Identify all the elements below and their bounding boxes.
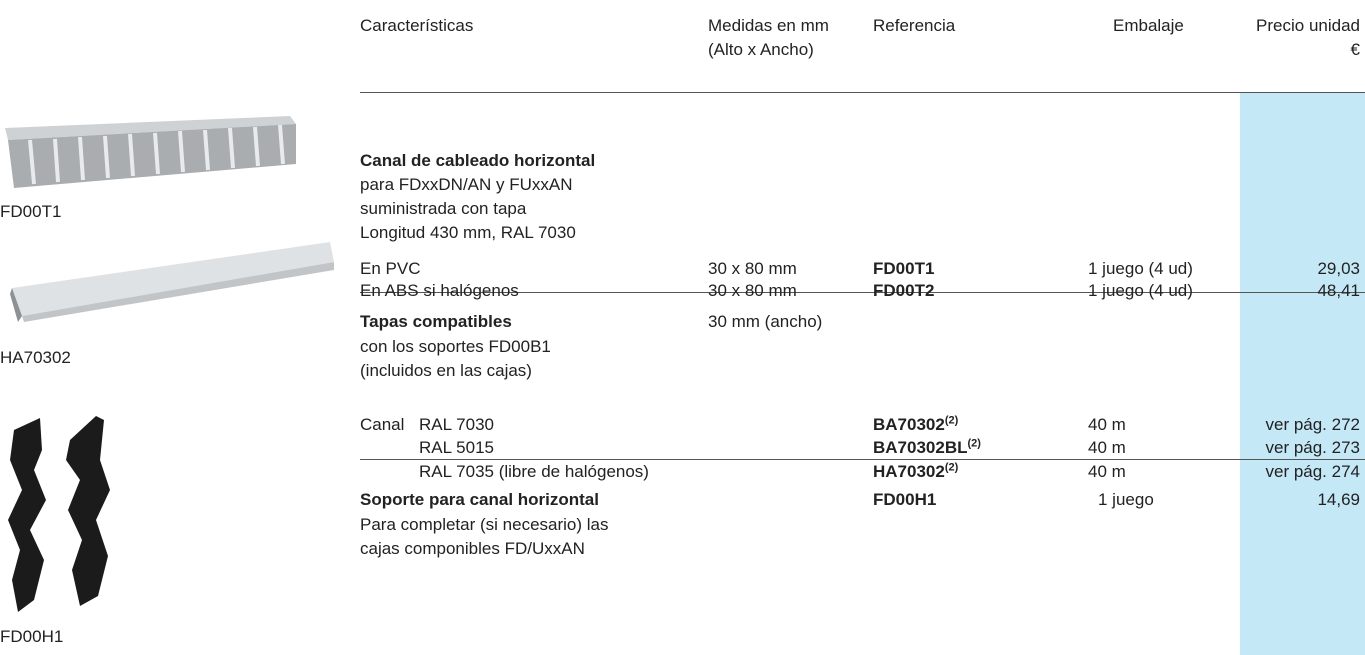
- row-pack: 1 juego: [1098, 490, 1154, 509]
- bracket-image: [8, 416, 110, 612]
- row-pack: 1 juego (4 ud): [1088, 259, 1193, 278]
- row-size: 30 x 80 mm: [708, 281, 797, 300]
- row-price: ver pág. 272: [1265, 415, 1360, 434]
- header-label: Referencia: [873, 16, 956, 35]
- header-label: Embalaje: [1113, 16, 1184, 35]
- section-size: 30 mm (ancho): [708, 312, 823, 331]
- row-pack: 40 m: [1088, 462, 1126, 481]
- footnote-mark: (2): [967, 437, 981, 450]
- footnote-mark: (2): [944, 461, 959, 474]
- price-column: [1240, 92, 1365, 655]
- row-ref: BA70302BL(2): [873, 437, 981, 457]
- section-line: suministrada con tapa: [360, 199, 527, 218]
- row-desc: En PVC: [360, 259, 421, 278]
- footnote-mark: (2): [944, 414, 959, 427]
- header-label: Precio unidad: [1256, 16, 1360, 35]
- header-label: Medidas en mm: [708, 16, 829, 35]
- row-price: ver pág. 274: [1265, 462, 1360, 481]
- image-label: FD00H1: [0, 627, 64, 646]
- row-ref: FD00T2: [873, 281, 935, 300]
- row-ref: BA70302(2): [873, 414, 959, 434]
- section-line: Longitud 430 mm, RAL 7030: [360, 223, 576, 242]
- row-desc: RAL 7035 (libre de halógenos): [419, 462, 649, 481]
- section-title: Soporte para canal horizontal: [360, 490, 599, 509]
- duct-image: [5, 116, 296, 188]
- cover-image: [10, 242, 334, 322]
- header-label: Características: [360, 16, 474, 35]
- row-pack: 1 juego (4 ud): [1088, 281, 1193, 300]
- row-size: 30 x 80 mm: [708, 259, 797, 278]
- header-label: (Alto x Ancho): [708, 40, 814, 59]
- image-label: HA70302: [0, 348, 71, 367]
- row-price: ver pág. 273: [1265, 438, 1360, 457]
- section-line: (incluidos en las cajas): [360, 361, 532, 380]
- row-ref: FD00H1: [873, 490, 937, 509]
- header-label: €: [1350, 40, 1360, 59]
- row-pack: 40 m: [1088, 415, 1126, 434]
- section-line: Para completar (si necesario) las: [360, 515, 609, 534]
- row-ref: HA70302(2): [873, 461, 959, 481]
- row-price: 29,03: [1317, 259, 1360, 278]
- row-pack: 40 m: [1088, 438, 1126, 457]
- row-price: 48,41: [1317, 281, 1360, 300]
- rule: [360, 459, 1365, 460]
- image-label: FD00T1: [0, 202, 62, 221]
- rule: [360, 292, 1365, 293]
- row-price: 14,69: [1317, 490, 1360, 509]
- rule: [360, 92, 1365, 93]
- row-desc: RAL 5015: [419, 438, 494, 457]
- group-label: Canal: [360, 415, 405, 434]
- section-title: Tapas compatibles: [360, 312, 512, 331]
- section-title: Canal de cableado horizontal: [360, 151, 596, 170]
- section-line: cajas componibles FD/UxxAN: [360, 539, 585, 558]
- section-line: con los soportes FD00B1: [360, 337, 551, 356]
- row-desc: RAL 7030: [419, 415, 494, 434]
- row-ref: FD00T1: [873, 259, 935, 278]
- product-images: [5, 116, 334, 612]
- section-line: para FDxxDN/AN y FUxxAN: [360, 175, 573, 194]
- row-desc: En ABS si halógenos: [360, 281, 519, 300]
